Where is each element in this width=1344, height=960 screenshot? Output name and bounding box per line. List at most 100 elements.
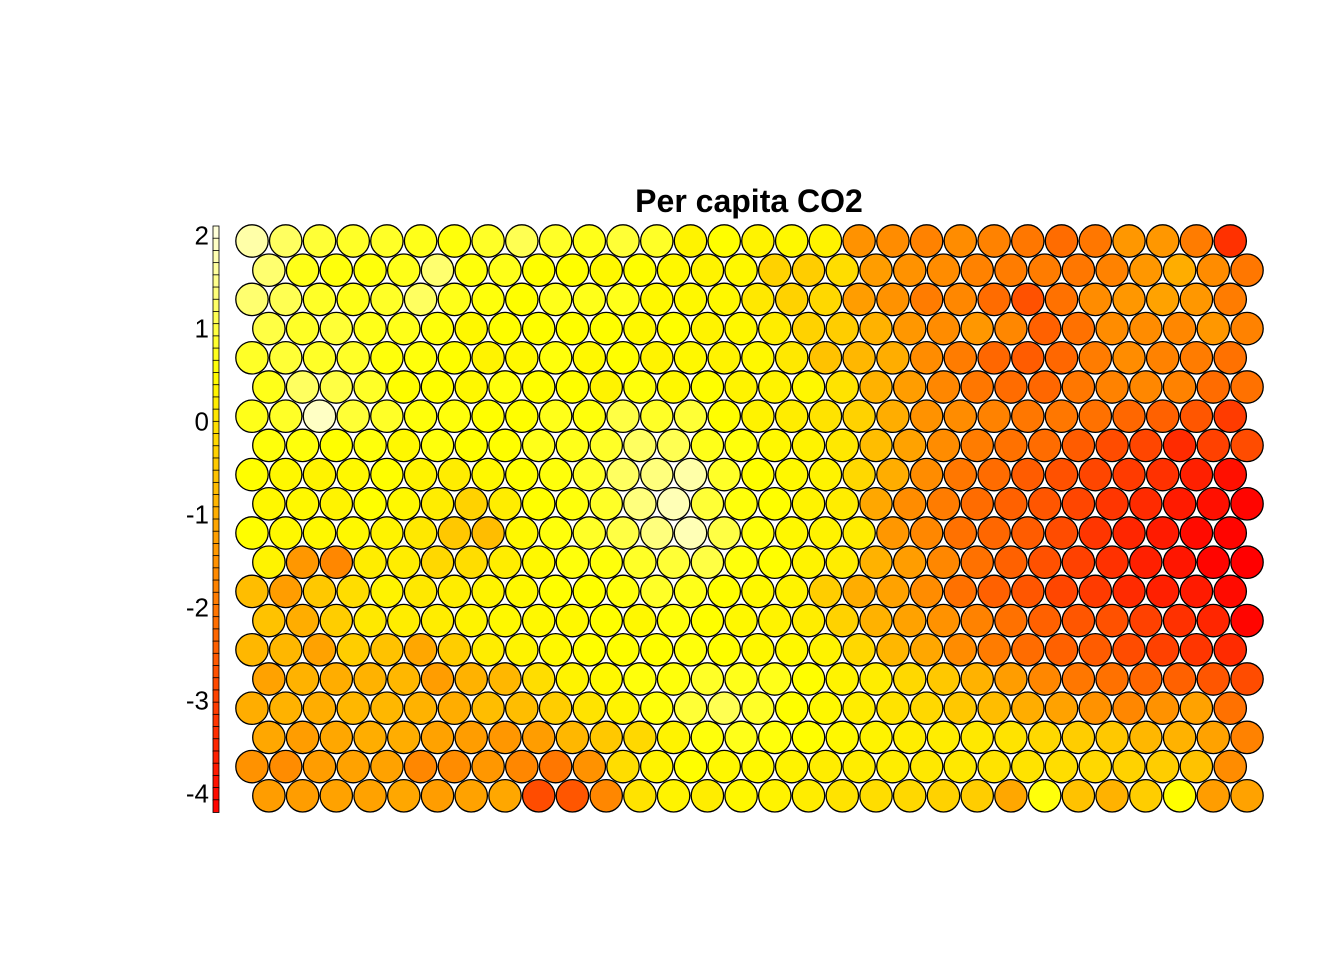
som-node (673, 691, 708, 726)
som-node (538, 399, 573, 434)
som-node (1162, 370, 1197, 404)
som-node (1027, 662, 1062, 696)
som-node (302, 749, 337, 784)
som-node (504, 457, 539, 492)
som-node (623, 486, 657, 521)
som-node (774, 632, 809, 667)
som-node (639, 691, 674, 726)
som-node (353, 662, 387, 696)
som-node (926, 311, 961, 346)
colorbar-segment (212, 347, 220, 362)
som-node (1162, 662, 1197, 696)
som-node (825, 603, 860, 638)
som-node (1179, 574, 1214, 609)
som-node (454, 778, 489, 813)
som-node (724, 428, 758, 463)
som-node (471, 749, 505, 784)
som-node (926, 603, 961, 638)
som-node (673, 516, 708, 550)
som-node (639, 224, 674, 258)
som-node (1010, 516, 1045, 550)
colorbar-segment (212, 311, 220, 325)
som-node (538, 516, 573, 550)
som-node (724, 486, 758, 521)
som-node (1128, 253, 1163, 288)
som-node (1078, 574, 1113, 609)
colorbar-segment (212, 237, 220, 252)
som-node (1128, 428, 1163, 463)
som-node (943, 691, 978, 726)
som-node (572, 691, 607, 726)
som-node (977, 749, 1011, 784)
som-node (1095, 253, 1129, 288)
som-node (791, 428, 826, 463)
colorbar-segment (212, 726, 220, 740)
som-node (589, 428, 624, 463)
som-node (555, 486, 590, 521)
som-node (403, 632, 438, 667)
som-node (791, 486, 826, 521)
som-node (1196, 311, 1231, 346)
som-node (268, 632, 303, 667)
som-node (454, 253, 489, 288)
colorbar-segment (212, 262, 220, 276)
som-node (1112, 224, 1146, 258)
som-node (639, 632, 674, 667)
som-node (926, 370, 961, 404)
som-node (1027, 720, 1062, 755)
som-node (673, 340, 708, 375)
som-node (437, 282, 472, 317)
som-node (623, 311, 657, 346)
som-node (336, 224, 371, 258)
colorbar-segment (212, 445, 220, 459)
som-node (774, 340, 809, 375)
colorbar-segment (212, 616, 220, 630)
som-node (420, 545, 455, 580)
som-node (252, 720, 286, 755)
som-node (1230, 486, 1264, 521)
som-node (370, 457, 404, 492)
som-node (606, 224, 640, 258)
som-node (252, 603, 286, 638)
som-node (471, 399, 505, 434)
som-node (268, 340, 303, 375)
som-node (386, 253, 421, 288)
som-node (353, 428, 387, 463)
som-node (1061, 253, 1096, 288)
som-node (1128, 370, 1163, 404)
som-node (285, 370, 320, 404)
som-node (285, 720, 320, 755)
som-node (977, 282, 1011, 317)
som-node (589, 545, 624, 580)
som-node (623, 720, 657, 755)
som-node (488, 720, 522, 755)
som-node (707, 749, 742, 784)
som-node (1196, 486, 1231, 521)
som-node (606, 632, 640, 667)
som-node (268, 224, 303, 258)
som-node (420, 662, 455, 696)
som-node (336, 516, 371, 550)
som-node (1162, 603, 1197, 638)
som-node (1095, 778, 1129, 813)
som-node (724, 603, 758, 638)
som-node (370, 340, 404, 375)
som-node (926, 720, 961, 755)
som-node (1213, 340, 1248, 375)
som-node (521, 720, 556, 755)
colorbar-segment (212, 713, 220, 728)
som-node (555, 253, 590, 288)
som-node (285, 486, 320, 521)
som-node (1196, 370, 1231, 404)
som-node (1078, 516, 1113, 550)
som-node (1179, 282, 1214, 317)
som-node (302, 574, 337, 609)
som-node (589, 370, 624, 404)
som-node (403, 224, 438, 258)
som-node (808, 632, 843, 667)
colorbar-segment (212, 579, 220, 594)
som-node (471, 340, 505, 375)
som-node (538, 282, 573, 317)
som-node (572, 457, 607, 492)
som-node (1095, 720, 1129, 755)
